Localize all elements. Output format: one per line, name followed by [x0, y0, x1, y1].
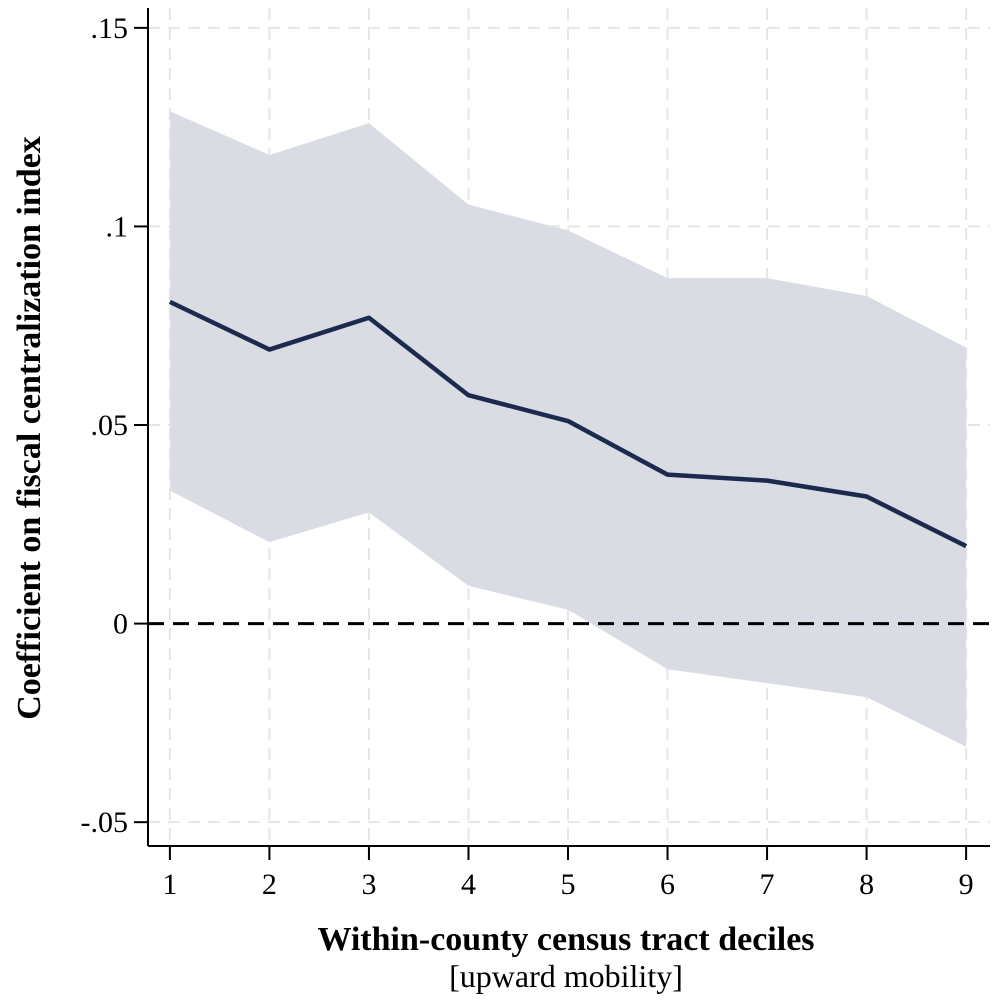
- x-tick-label-3: 3: [361, 868, 376, 901]
- x-tick-label-7: 7: [760, 868, 775, 901]
- confidence-band: [169, 111, 967, 747]
- axes: [134, 8, 990, 860]
- tick-labels: -.05 0 .05 .1 .15 1 2 3 4 5 6 7 8 9: [81, 12, 974, 901]
- x-tick-label-1: 1: [162, 868, 177, 901]
- x-axis-subtitle: [upward mobility]: [449, 958, 683, 994]
- x-axis-title: Within-county census tract deciles: [317, 921, 814, 958]
- y-tick-label-.05: .05: [91, 409, 129, 442]
- y-tick-label--.05: -.05: [81, 806, 129, 839]
- x-tick-label-4: 4: [461, 868, 476, 901]
- series-line-group: [168, 299, 968, 549]
- x-tick-label-9: 9: [959, 868, 974, 901]
- x-tick-label-8: 8: [859, 868, 874, 901]
- confidence-band-group: [169, 111, 967, 747]
- y-tick-label-.1: .1: [106, 210, 129, 243]
- x-tick-label-2: 2: [262, 868, 277, 901]
- y-tick-label-0: 0: [113, 608, 128, 641]
- y-axis-title: Coefficient on fiscal centralization ind…: [11, 136, 48, 720]
- y-tick-label-.15: .15: [91, 12, 129, 45]
- x-tick-label-5: 5: [561, 868, 576, 901]
- x-tick-label-6: 6: [660, 868, 675, 901]
